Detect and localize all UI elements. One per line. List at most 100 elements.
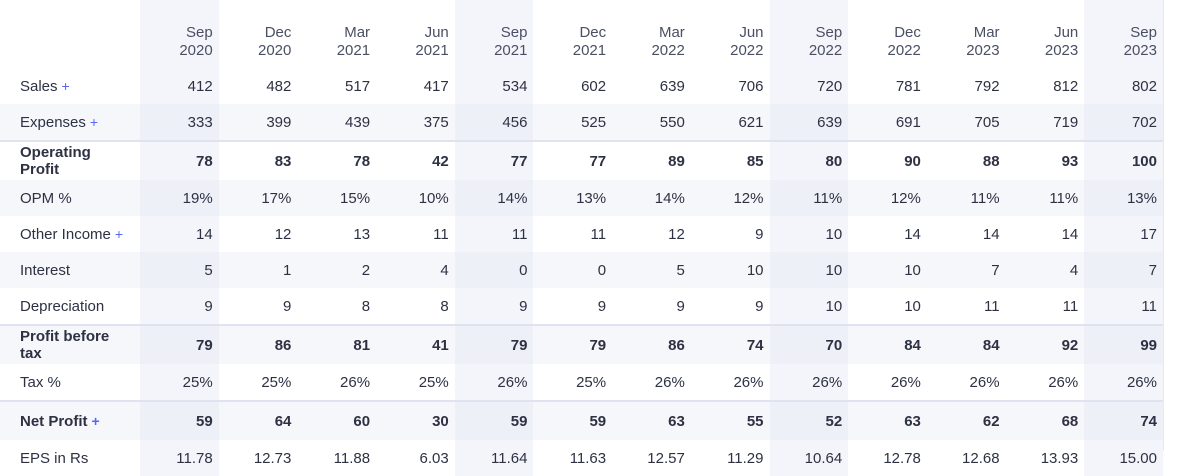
table-cell: 11.88	[333, 449, 371, 467]
table-cell: 399	[218, 104, 298, 141]
row-label: Expenses	[20, 113, 86, 131]
table-cell: 482	[266, 77, 292, 95]
table-cell: 792	[974, 77, 1000, 95]
column-header-month: Sep	[1130, 24, 1157, 41]
table-cell: 86	[612, 324, 691, 364]
header-corner	[0, 0, 140, 68]
column-header-month: Jun	[424, 24, 449, 41]
table-cell: 9	[283, 297, 292, 315]
table-cell: 99	[1084, 324, 1163, 364]
row-label-cell[interactable]: Net Profit +	[0, 400, 140, 440]
column-header-year: 2023	[1123, 42, 1157, 59]
row-label-cell: Interest	[0, 252, 140, 288]
table-cell: 59	[533, 400, 613, 440]
table-cell: 7	[1084, 252, 1163, 288]
table-cell: 9	[140, 288, 219, 325]
table-cell: 12	[274, 225, 292, 243]
column-header: Jun 2023	[1006, 0, 1085, 68]
table-cell: 802	[1084, 68, 1163, 104]
table-cell: 534	[454, 68, 534, 104]
column-header: Jun 2021	[376, 0, 455, 68]
table-cell: 79	[140, 324, 219, 364]
table-cell: 10	[904, 297, 921, 315]
table-cell: 706	[738, 77, 764, 95]
table-cell: 705	[926, 104, 1006, 141]
table-cell: 68	[1005, 400, 1085, 440]
table-cell: 8	[361, 297, 371, 315]
table-cell: 10.64	[769, 440, 849, 476]
row-label: Net Profit	[20, 412, 88, 430]
table-cell: 439	[297, 104, 377, 141]
table-cell: 11.78	[140, 440, 219, 476]
expand-plus-icon[interactable]: +	[114, 225, 124, 242]
table-cell: 88	[926, 140, 1006, 180]
row-label-cell[interactable]: Sales +	[0, 68, 140, 104]
column-header: Sep 2023	[1084, 0, 1163, 68]
table-cell: 11%	[1005, 180, 1085, 216]
row-label-cell: Operating Profit	[0, 140, 140, 180]
table-cell: 42	[376, 140, 455, 180]
expand-plus-icon[interactable]: +	[61, 77, 70, 94]
table-cell: 550	[612, 104, 691, 141]
table-cell: 26%	[969, 373, 1000, 391]
table-cell: 14	[1061, 225, 1079, 243]
table-body: Sales +412 482 517 417 534 602 639 706 720 781 792 8…	[0, 68, 1163, 476]
table-cell: 0	[533, 252, 613, 288]
table-cell: 12	[668, 225, 685, 243]
table-header: Sep 2020 Dec 2020 Mar 2021 Jun 2021 Sep 2021 Dec 20…	[0, 0, 1163, 68]
table-cell: 13%	[1084, 180, 1163, 216]
column-header-year: 2021	[494, 42, 528, 59]
table-row: Interest 5 1 2 4 0 0 5 10 10 10 7 4 7	[0, 252, 1163, 288]
table-row[interactable]: Other Income +14 12 13 11 11 11 12 9 10 14 14 14 17	[0, 216, 1163, 252]
column-header-month: Dec	[579, 24, 607, 41]
table-cell: 691	[848, 104, 927, 141]
table-row[interactable]: Expenses +333 399 439 375 456 525 550 621 639 691 7…	[0, 104, 1163, 141]
table-row[interactable]: Sales +412 482 517 417 534 602 639 706 720 781 792 8…	[0, 68, 1163, 104]
table-cell: 78	[297, 140, 377, 180]
table-cell: 100	[1084, 140, 1163, 180]
row-label-cell: Tax %	[0, 364, 140, 401]
table-cell: 9	[676, 297, 685, 315]
row-label-cell[interactable]: Expenses +	[0, 104, 140, 141]
table-row: Depreciation 9 9 8 8 9 9 9 9 10 10 11 11 11	[0, 288, 1163, 325]
expand-plus-icon[interactable]: +	[91, 412, 100, 429]
row-label: Interest	[20, 261, 71, 279]
table-cell: 12.78	[883, 449, 921, 467]
table-cell: 525	[533, 104, 613, 141]
table-cell: 719	[1005, 104, 1085, 141]
table-cell: 10	[690, 252, 770, 288]
table-row: Operating Profit 78 83 78 42 77 77 89 85 80 90 88 93…	[0, 140, 1163, 180]
table-cell: 12%	[848, 180, 927, 216]
table-cell: 812	[1053, 77, 1079, 95]
row-label-cell: EPS in Rs	[0, 440, 140, 476]
table-row: EPS in Rs 11.78 12.73 11.88 6.03 11.64 11.63 12…	[0, 440, 1163, 476]
table-cell: 52	[769, 400, 849, 440]
table-cell: 13%	[533, 180, 613, 216]
table-row: OPM % 19% 17% 15% 10% 14% 13% 14% 12% 11% 12% 11% 11…	[0, 180, 1163, 216]
row-label: Other Income	[20, 225, 111, 243]
table-cell: 9	[755, 225, 764, 243]
column-header-month: Dec	[264, 24, 292, 41]
row-label: Sales	[20, 77, 58, 95]
column-header-month: Sep	[185, 24, 213, 41]
table-cell: 90	[848, 140, 927, 180]
table-cell: 9	[454, 288, 534, 325]
column-header-year: 2023	[966, 42, 1000, 59]
table-cell: 78	[140, 140, 219, 180]
row-label-cell[interactable]: Other Income +	[0, 216, 140, 252]
table-cell: 10	[769, 252, 849, 288]
column-header-year: 2021	[336, 42, 371, 59]
table-cell: 89	[612, 140, 691, 180]
table-cell: 13	[353, 225, 371, 243]
table-cell: 11	[1084, 288, 1163, 325]
expand-plus-icon[interactable]: +	[89, 113, 99, 130]
table-row[interactable]: Net Profit +59 64 60 30 59 59 63 55 52 63 62 68 74	[0, 400, 1163, 440]
table-cell: 84	[848, 324, 927, 364]
column-header-year: 2022	[730, 42, 764, 59]
table-cell: 10	[848, 252, 927, 288]
table-cell: 417	[423, 77, 449, 95]
column-header: Dec 2021	[533, 0, 612, 68]
table-cell: 12.68	[962, 449, 1000, 467]
table-cell: 4	[376, 252, 455, 288]
column-header-year: 2020	[179, 42, 213, 59]
